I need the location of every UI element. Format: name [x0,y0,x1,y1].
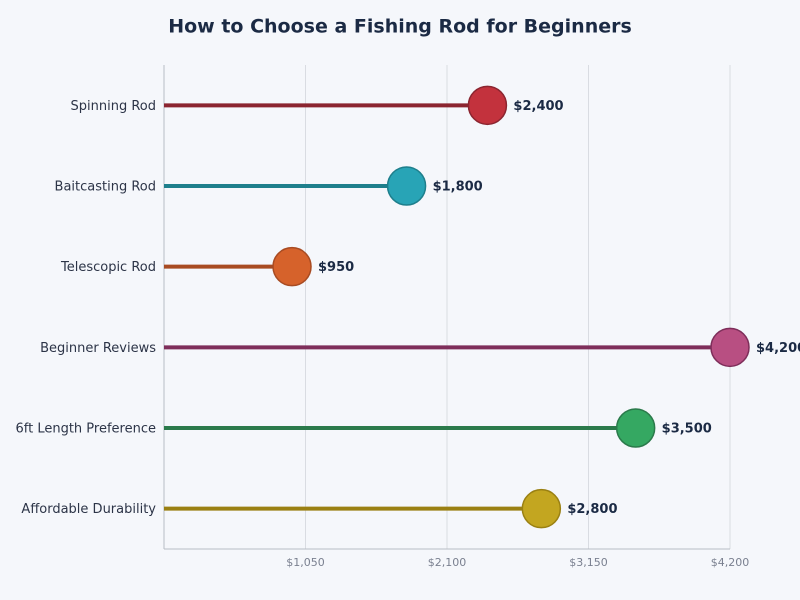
y-tick-label: Spinning Rod [71,99,156,114]
dot [386,166,427,206]
dot [467,85,508,126]
dot [272,246,312,287]
dot [710,327,750,368]
y-tick-label: 6ft Length Preference [15,422,156,437]
dot [521,488,562,529]
value-label: $1,800 [433,180,483,195]
dot [615,408,656,448]
value-label: $4,200 [756,341,800,356]
x-tick-label: $4,200 [711,556,750,569]
value-label: $950 [318,260,354,275]
y-tick-label: Beginner Reviews [40,341,156,356]
x-tick-label: $3,150 [569,556,608,569]
y-tick-label: Affordable Durability [21,502,156,517]
x-tick-label: $2,100 [428,556,467,569]
y-tick-label: Baitcasting Rod [55,180,156,195]
value-label: $2,800 [567,502,617,517]
value-label: $3,500 [662,422,712,437]
x-tick-label: $1,050 [286,556,325,569]
y-tick-label: Telescopic Rod [60,260,156,275]
value-label: $2,400 [513,99,563,114]
chart-title: How to Choose a Fishing Rod for Beginner… [168,16,632,38]
